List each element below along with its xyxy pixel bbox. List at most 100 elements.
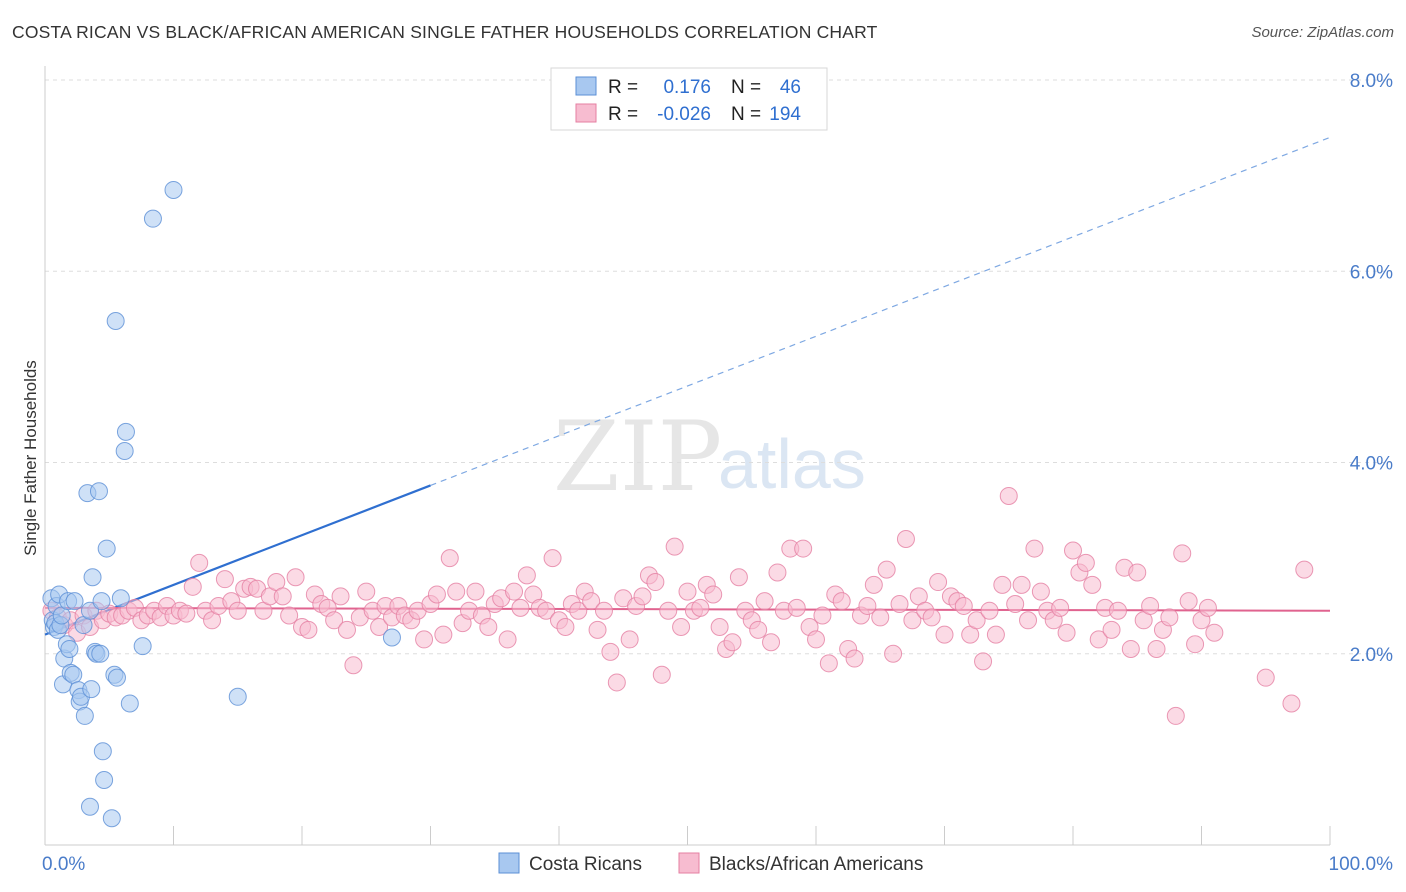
point-black-40 xyxy=(299,620,318,639)
point-black-110 xyxy=(749,620,768,639)
x-tick-label-0: 0.0% xyxy=(42,854,85,875)
point-black-154 xyxy=(1031,582,1050,601)
y-tick-label-0: 2.0% xyxy=(1350,645,1393,666)
point-black-97 xyxy=(665,537,684,556)
point-costa-rican-38 xyxy=(106,311,125,330)
point-black-142 xyxy=(954,596,973,615)
bottom-legend-swatch-black xyxy=(678,852,700,874)
point-black-22 xyxy=(183,577,202,596)
point-black-127 xyxy=(858,596,877,615)
point-black-159 xyxy=(1064,541,1082,560)
point-black-184 xyxy=(1295,560,1314,579)
point-costa-rican-29 xyxy=(89,482,108,501)
point-black-95 xyxy=(652,665,671,684)
point-black-131 xyxy=(884,644,903,663)
point-black-94 xyxy=(646,573,665,592)
point-black-99 xyxy=(678,582,697,601)
point-costa-rican-42 xyxy=(120,694,139,713)
point-black-121 xyxy=(819,654,838,673)
point-black-23 xyxy=(190,553,209,572)
point-black-36 xyxy=(273,587,292,606)
chart-title: COSTA RICAN VS BLACK/AFRICAN AMERICAN SI… xyxy=(12,22,878,42)
point-costa-rican-24 xyxy=(82,680,101,699)
point-black-148 xyxy=(993,575,1012,594)
point-black-168 xyxy=(1121,639,1140,658)
point-costa-rican-37 xyxy=(107,668,126,687)
legend-n-label-1: N = xyxy=(731,77,761,98)
watermark-zip: ZIP xyxy=(553,401,722,513)
y-tick-label-1: 4.0% xyxy=(1350,454,1393,475)
y-axis-label: Single Father Households xyxy=(21,360,40,556)
point-black-147 xyxy=(986,625,1005,644)
gridlines xyxy=(45,79,1392,655)
point-black-175 xyxy=(1166,706,1185,725)
point-black-101 xyxy=(691,598,710,617)
point-costa-rican-16 xyxy=(65,592,84,611)
point-costa-rican-40 xyxy=(116,422,135,441)
point-costa-rican-41 xyxy=(115,442,134,461)
point-black-73 xyxy=(511,598,530,617)
point-black-63 xyxy=(447,582,466,601)
legend-r-value-1: 0.176 xyxy=(663,77,711,98)
point-black-149 xyxy=(999,486,1018,505)
point-black-85 xyxy=(588,620,607,639)
legend-r-label-1: R = xyxy=(608,77,638,98)
point-black-166 xyxy=(1108,601,1127,620)
series-legend: Costa Ricans Blacks/African Americans xyxy=(498,852,923,875)
point-black-145 xyxy=(974,652,993,671)
bottom-legend-swatch-costa-rican xyxy=(498,852,520,874)
point-black-44 xyxy=(325,611,344,630)
point-black-162 xyxy=(1083,575,1102,594)
point-black-139 xyxy=(935,625,954,644)
point-black-98 xyxy=(672,617,691,636)
point-black-137 xyxy=(922,608,941,627)
point-black-129 xyxy=(871,608,890,627)
legend-swatch-costa-rican xyxy=(575,76,597,96)
point-black-171 xyxy=(1141,596,1160,615)
point-black-144 xyxy=(967,611,986,630)
point-black-71 xyxy=(498,630,517,649)
point-black-90 xyxy=(620,630,639,649)
point-black-161 xyxy=(1076,553,1095,572)
legend-n-label-2: N = xyxy=(731,104,761,125)
point-costa-rican-45 xyxy=(164,180,183,199)
trend-lines xyxy=(44,136,1331,636)
point-costa-rican-39 xyxy=(111,589,130,608)
point-black-66 xyxy=(466,582,485,601)
y-tick-labels: 2.0% 4.0% 6.0% 8.0% xyxy=(1350,71,1393,666)
point-black-151 xyxy=(1012,575,1031,594)
point-costa-rican-25 xyxy=(83,568,102,587)
point-black-112 xyxy=(762,633,781,652)
point-costa-rican-28 xyxy=(80,797,99,816)
bottom-legend-costa-rican: Costa Ricans xyxy=(529,854,642,875)
point-black-87 xyxy=(601,642,620,661)
point-black-172 xyxy=(1147,639,1166,658)
point-black-106 xyxy=(723,633,742,652)
axes xyxy=(44,66,1331,846)
point-black-133 xyxy=(896,530,915,548)
legend-n-value-1: 46 xyxy=(780,77,801,98)
trend-line-costa-rican-extension xyxy=(430,136,1331,487)
point-black-49 xyxy=(357,582,376,601)
x-tick-label-1: 100.0% xyxy=(1329,854,1394,875)
point-black-153 xyxy=(1025,539,1044,558)
point-costa-rican-32 xyxy=(93,742,112,761)
point-black-165 xyxy=(1102,620,1121,639)
point-black-104 xyxy=(710,617,729,636)
point-black-103 xyxy=(704,585,723,604)
point-black-92 xyxy=(633,587,652,606)
bottom-legend-black: Blacks/African Americans xyxy=(709,854,923,875)
point-black-125 xyxy=(845,649,864,668)
point-costa-rican-44 xyxy=(143,209,162,228)
point-black-132 xyxy=(890,595,909,614)
point-black-58 xyxy=(415,630,434,649)
point-costa-rican-13 xyxy=(60,639,79,658)
point-black-45 xyxy=(331,587,350,606)
point-black-37 xyxy=(280,606,299,625)
point-costa-rican-21 xyxy=(75,706,94,725)
point-black-117 xyxy=(794,539,813,558)
point-black-72 xyxy=(505,582,524,601)
point-black-178 xyxy=(1186,635,1205,654)
point-black-107 xyxy=(729,568,748,587)
